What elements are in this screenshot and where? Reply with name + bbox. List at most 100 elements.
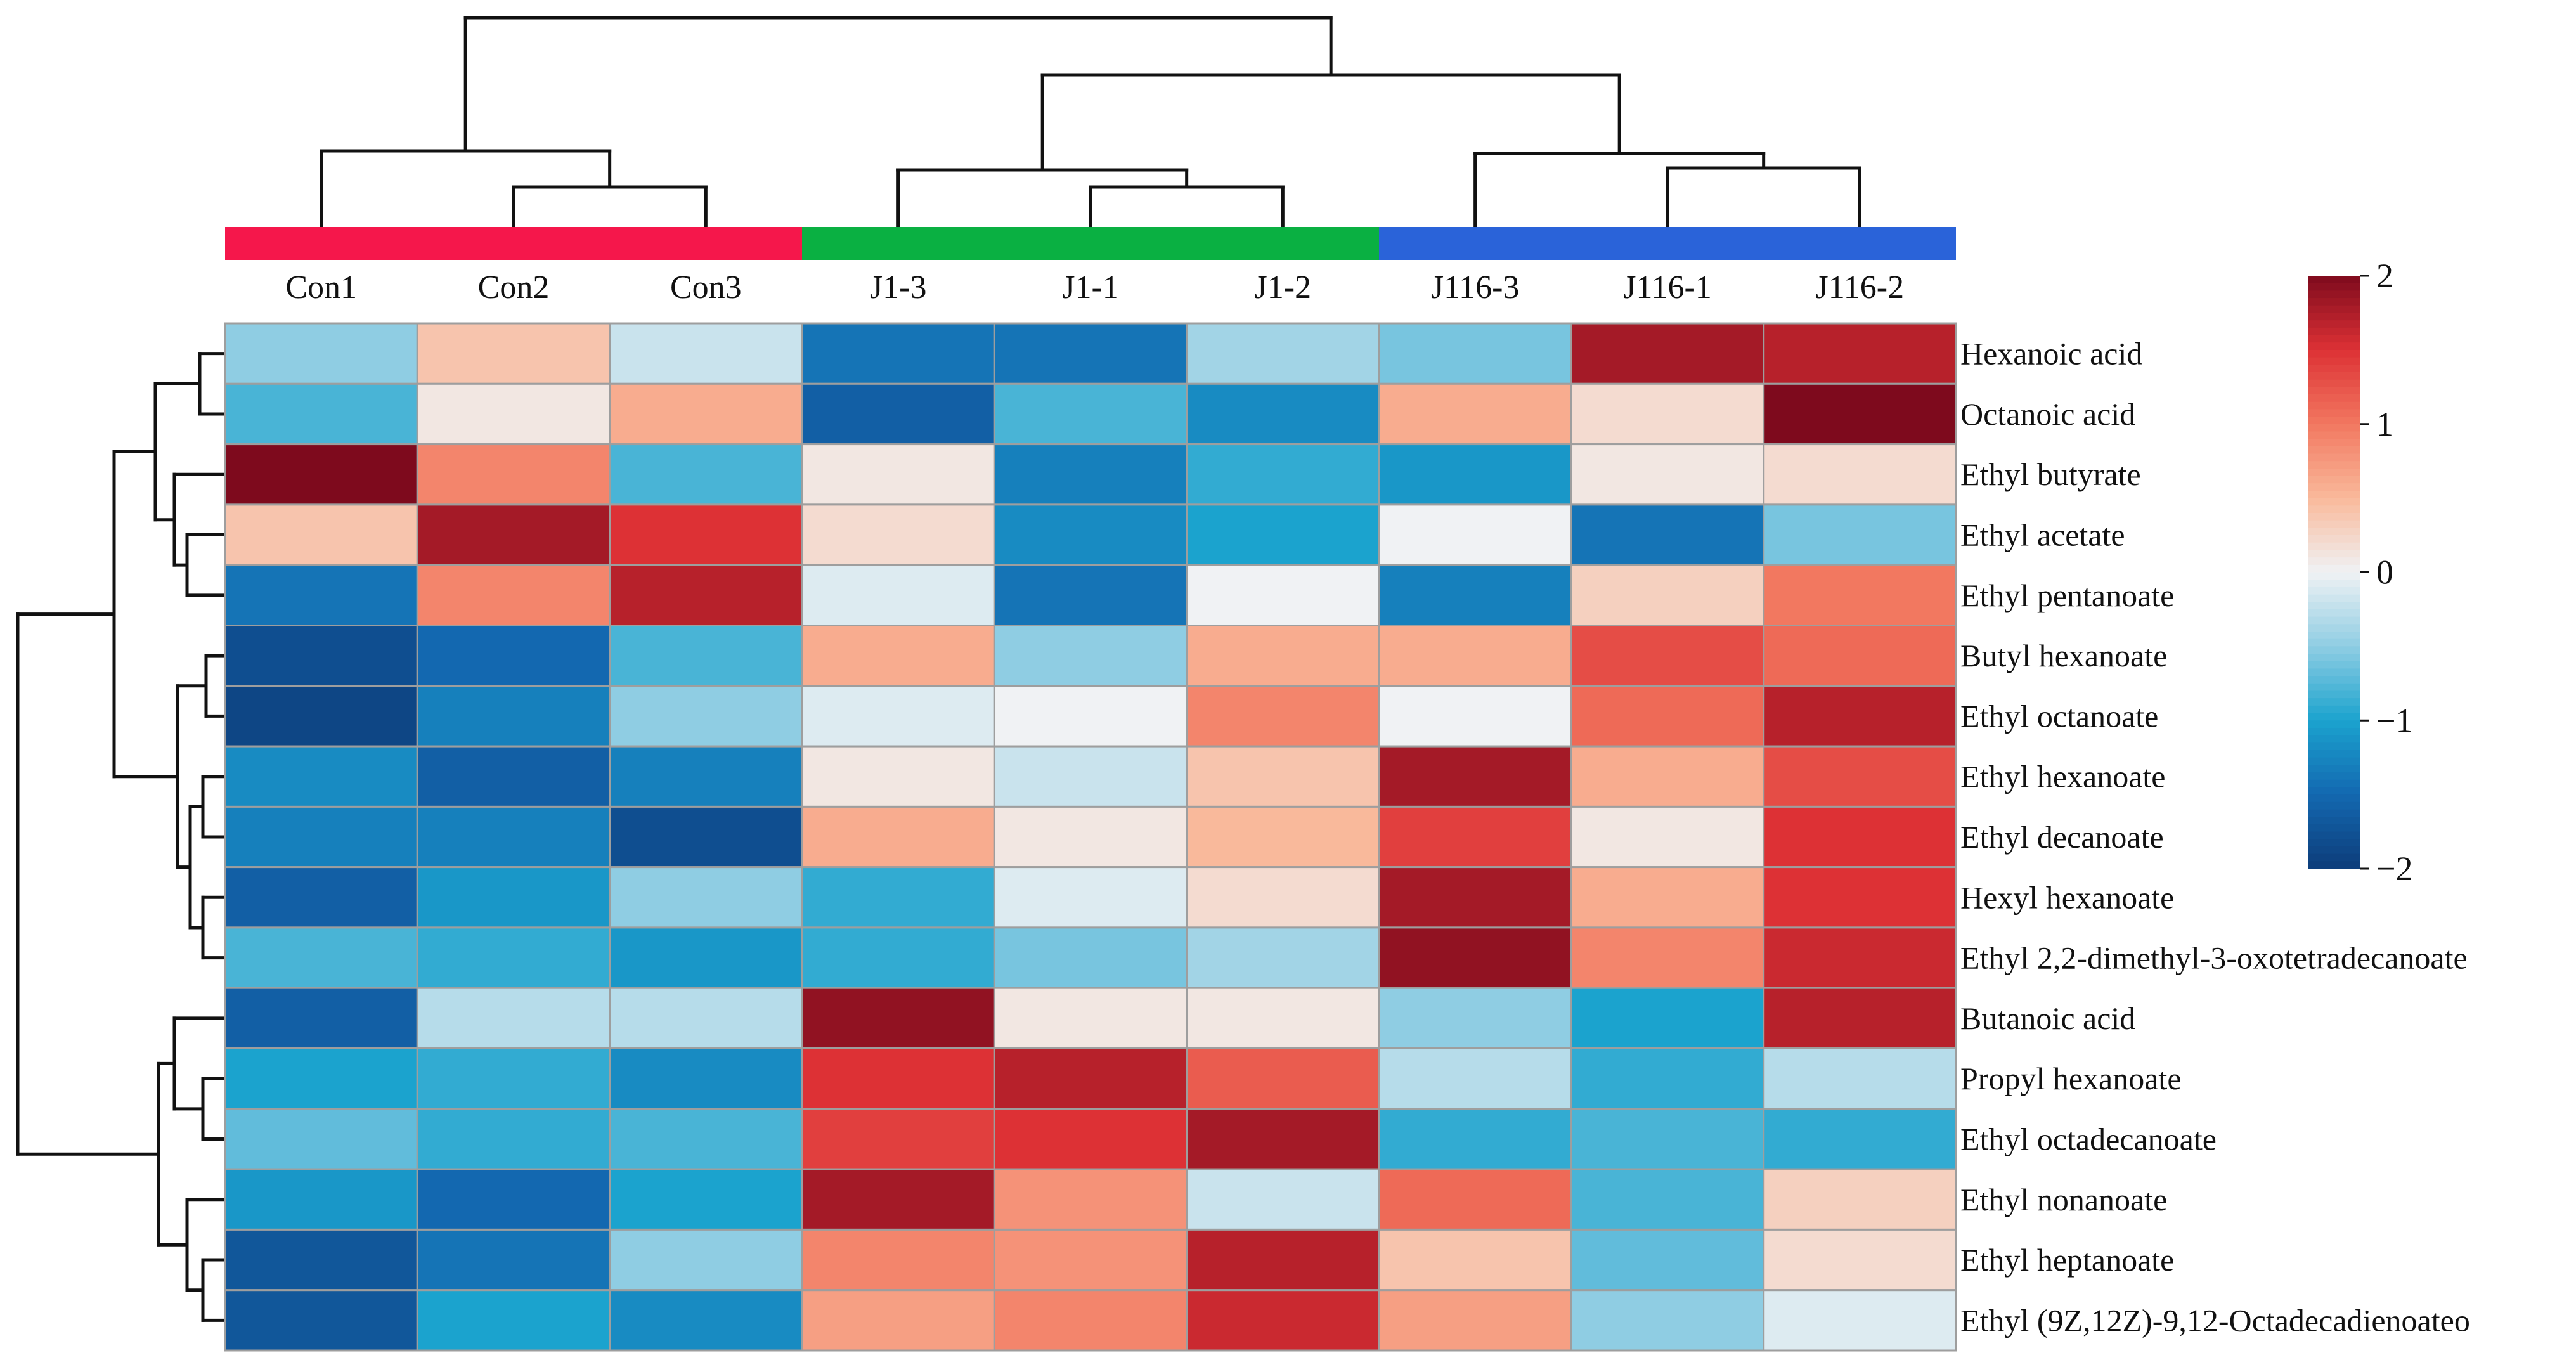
colorbar-swatch [2308, 668, 2360, 677]
heatmap-cell [609, 322, 803, 385]
heatmap-cell [1763, 866, 1957, 929]
heatmap-cell [993, 926, 1188, 989]
column-labels: Con1 Con2 Con3 J1-3 J1-1 J1-2 J116-3 J116-1 J116… [285, 269, 1904, 306]
heatmap-cell [416, 805, 611, 869]
column-label: J1-1 [1062, 269, 1119, 306]
colorbar-swatch [2308, 698, 2360, 706]
colorbar-swatch [2308, 542, 2360, 551]
heatmap-cell [609, 926, 803, 989]
colorbar-swatch [2308, 431, 2360, 439]
heatmap-cell [1570, 443, 1765, 506]
heatmap-cell [609, 443, 803, 506]
heatmap-cell [1186, 1289, 1380, 1352]
heatmap-cell [1570, 745, 1765, 808]
heatmap-cell [1186, 322, 1380, 385]
heatmap-cell [1763, 685, 1957, 748]
heatmap-cell [801, 322, 995, 385]
heatmap-cell [801, 564, 995, 627]
colorbar-swatch [2308, 676, 2360, 684]
colorbar-swatch [2308, 824, 2360, 833]
row-label: Octanoic acid [1960, 396, 2135, 432]
colorbar-swatch [2308, 505, 2360, 514]
heatmap-cell [224, 1047, 418, 1110]
heatmap-cell [1378, 926, 1572, 989]
heatmap-cell [993, 805, 1188, 869]
row-label: Butanoic acid [1960, 1001, 2135, 1036]
heatmap-cell [1570, 503, 1765, 566]
heatmap-cell [416, 685, 611, 748]
heatmap-cell [1378, 1047, 1572, 1110]
colorbar-tick-label: −1 [2376, 701, 2412, 739]
heatmap-cell [609, 685, 803, 748]
heatmap-cell [1186, 866, 1380, 929]
colorbar-swatch [2308, 594, 2360, 603]
colorbar-swatch [2308, 409, 2360, 417]
heatmap-cell [1570, 1047, 1765, 1110]
heatmap-cell [1570, 322, 1765, 385]
heatmap-cell [609, 503, 803, 566]
heatmap-cell [224, 1289, 418, 1352]
heatmap-cell [224, 926, 418, 989]
row-label: Propyl hexanoate [1960, 1061, 2182, 1096]
heatmap-cell [1763, 322, 1957, 385]
heatmap-cell [416, 382, 611, 446]
column-label: Con1 [285, 269, 357, 306]
colorbar-swatch [2308, 313, 2360, 321]
column-label: J116-1 [1623, 269, 1712, 306]
heatmap-cell [1763, 987, 1957, 1049]
row-label: Ethyl octanoate [1960, 698, 2158, 734]
heatmap-cell [1186, 382, 1380, 446]
colorbar-swatch [2308, 335, 2360, 343]
heatmap-cell [609, 1108, 803, 1170]
heatmap-cell [1378, 1228, 1572, 1292]
heatmap-cell [416, 1047, 611, 1110]
colorbar-swatch [2308, 661, 2360, 670]
colorbar-swatch [2308, 513, 2360, 521]
heatmap-cell [416, 1289, 611, 1352]
heatmap-cell [1186, 625, 1380, 687]
colorbar-swatch [2308, 861, 2360, 869]
group-color-bar [225, 227, 1956, 260]
heatmap-cell [609, 805, 803, 869]
colorbar-swatch [2308, 683, 2360, 692]
heatmap-cell [993, 1289, 1188, 1352]
heatmap-cell [1186, 564, 1380, 627]
group-bar-con [225, 227, 802, 260]
row-label: Ethyl hexanoate [1960, 759, 2166, 794]
row-label: Ethyl acetate [1960, 517, 2125, 553]
row-dendrogram [16, 352, 225, 1322]
heatmap-cell [1570, 866, 1765, 929]
colorbar-swatch [2308, 572, 2360, 580]
heatmap-cell [1570, 1289, 1765, 1352]
heatmap-cell [416, 745, 611, 808]
heatmap-cell [224, 322, 418, 385]
heatmap-cell [1378, 685, 1572, 748]
colorbar-legend: 2 1 0 −1 −2 [2308, 257, 2412, 888]
heatmap-cell [1570, 382, 1765, 446]
heatmap-cell [224, 1108, 418, 1170]
row-label: Ethyl decanoate [1960, 819, 2164, 855]
heatmap-cell [801, 1228, 995, 1292]
row-label: Hexyl hexanoate [1960, 879, 2174, 915]
row-label: Ethyl heptanoate [1960, 1242, 2174, 1278]
heatmap-cell [993, 987, 1188, 1049]
colorbar-swatch [2308, 327, 2360, 336]
heatmap-cell [224, 685, 418, 748]
column-label: Con2 [478, 269, 550, 306]
heatmap-cell [416, 503, 611, 566]
colorbar-swatch [2308, 305, 2360, 314]
colorbar-swatch [2308, 794, 2360, 803]
colorbar-swatch [2308, 372, 2360, 380]
heatmap-cell [1763, 745, 1957, 808]
heatmap-cell [801, 685, 995, 748]
heatmap-cell [993, 443, 1188, 506]
row-label: Butyl hexanoate [1960, 638, 2167, 673]
heatmap-cell [224, 866, 418, 929]
heatmap-cell [1378, 503, 1572, 566]
heatmap-cell [609, 1168, 803, 1231]
heatmap-cell [224, 382, 418, 446]
colorbar-swatch [2308, 276, 2360, 284]
colorbar-swatch [2308, 750, 2360, 758]
heatmap-cell [609, 1047, 803, 1110]
